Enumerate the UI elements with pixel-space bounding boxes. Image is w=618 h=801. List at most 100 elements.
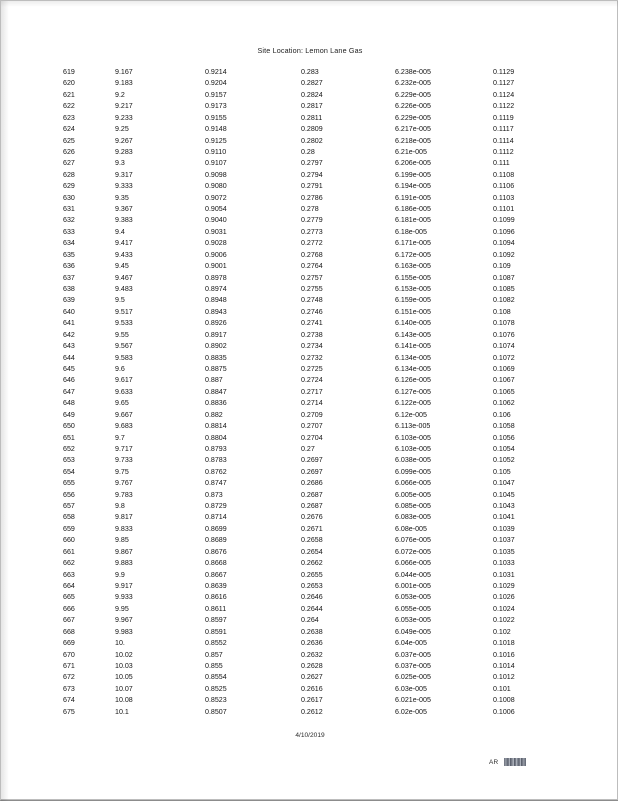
- table-row: 669 10. 0.8552 0.2636 6.04e-005 0.1018: [63, 638, 559, 649]
- table-cell: 9.633: [115, 387, 133, 396]
- table-cell: 6.03e-005: [395, 684, 427, 693]
- table-cell: 665: [63, 593, 75, 602]
- table-row: 652 9.717 0.8793 0.27 6.103e-005 0.1054: [63, 444, 559, 455]
- table-row: 645 9.6 0.8875 0.2725 6.134e-005 0.1069: [63, 364, 559, 375]
- table-cell: 6.127e-005: [395, 387, 431, 396]
- table-cell: 663: [63, 570, 75, 579]
- table-cell: 0.1014: [493, 661, 515, 670]
- table-cell: 0.1074: [493, 342, 515, 351]
- table-cell: 9.767: [115, 479, 133, 488]
- table-cell: 6.072e-005: [395, 547, 431, 556]
- table-row: 646 9.617 0.887 0.2724 6.126e-005 0.1067: [63, 375, 559, 386]
- table-cell: 0.8667: [205, 570, 227, 579]
- table-cell: 6.218e-005: [395, 136, 431, 145]
- table-cell: 6.232e-005: [395, 79, 431, 88]
- table-cell: 0.873: [205, 490, 223, 499]
- table-cell: 0.8974: [205, 285, 227, 294]
- table-row: 675 10.1 0.8507 0.2612 6.02e-005 0.1006: [63, 707, 559, 718]
- scan-edge-shadow-top: [1, 1, 618, 7]
- table-row: 624 9.25 0.9148 0.2809 6.217e-005 0.1117: [63, 124, 559, 135]
- table-cell: 0.2772: [301, 239, 323, 248]
- table-cell: 0.2797: [301, 159, 323, 168]
- table-cell: 0.1033: [493, 559, 515, 568]
- table-cell: 0.1101: [493, 205, 515, 214]
- table-cell: 9.517: [115, 307, 133, 316]
- table-cell: 0.1085: [493, 285, 515, 294]
- table-cell: 0.1024: [493, 604, 515, 613]
- table-cell: 0.2644: [301, 604, 323, 613]
- table-row: 641 9.533 0.8926 0.2741 6.140e-005 0.1078: [63, 318, 559, 329]
- table-cell: 0.1112: [493, 147, 514, 156]
- table-cell: 9.6: [115, 364, 125, 373]
- table-cell: 9.583: [115, 353, 133, 362]
- table-row: 662 9.883 0.8668 0.2662 6.066e-005 0.1033: [63, 558, 559, 569]
- table-cell: 0.2809: [301, 125, 323, 134]
- table-cell: 9.667: [115, 410, 133, 419]
- table-cell: 6.181e-005: [395, 216, 431, 225]
- table-cell: 0.2697: [301, 456, 323, 465]
- table-cell: 619: [63, 68, 75, 76]
- table-cell: 6.103e-005: [395, 444, 431, 453]
- table-cell: 9.3: [115, 159, 125, 168]
- table-row: 636 9.45 0.9001 0.2764 6.163e-005 0.109: [63, 261, 559, 272]
- table-cell: 0.1127: [493, 79, 515, 88]
- table-cell: 6.172e-005: [395, 250, 431, 259]
- table-cell: 658: [63, 513, 75, 522]
- table-cell: 9.65: [115, 399, 129, 408]
- table-cell: 0.1056: [493, 433, 515, 442]
- table-cell: 654: [63, 467, 75, 476]
- table-cell: 9.75: [115, 467, 129, 476]
- table-row: 664 9.917 0.8639 0.2653 6.001e-005 0.1029: [63, 581, 559, 592]
- table-cell: 6.085e-005: [395, 502, 431, 511]
- table-cell: 0.2654: [301, 547, 323, 556]
- table-cell: 6.053e-005: [395, 616, 431, 625]
- table-cell: 6.055e-005: [395, 604, 431, 613]
- table-row: 665 9.933 0.8616 0.2646 6.053e-005 0.1026: [63, 592, 559, 603]
- table-cell: 675: [63, 707, 75, 716]
- table-cell: 652: [63, 444, 75, 453]
- table-cell: 9.467: [115, 273, 133, 282]
- table-row: 639 9.5 0.8948 0.2748 6.159e-005 0.1082: [63, 295, 559, 306]
- table-cell: 0.2709: [301, 410, 323, 419]
- table-cell: 660: [63, 536, 75, 545]
- data-table: 619 9.167 0.9214 0.283 6.238e-005 0.1129 620 9.…: [63, 67, 559, 718]
- table-cell: 0.1012: [493, 673, 515, 682]
- table-cell: 0.8611: [205, 604, 227, 613]
- table-cell: 0.1108: [493, 170, 515, 179]
- table-row: 656 9.783 0.873 0.2687 6.005e-005 0.1045: [63, 490, 559, 501]
- table-cell: 0.1022: [493, 616, 515, 625]
- table-cell: 653: [63, 456, 75, 465]
- table-cell: 0.2738: [301, 330, 323, 339]
- table-cell: 0.1087: [493, 273, 515, 282]
- table-cell: 6.229e-005: [395, 113, 431, 122]
- table-cell: 664: [63, 581, 75, 590]
- table-cell: 6.08e-005: [395, 524, 427, 533]
- table-cell: 0.2779: [301, 216, 323, 225]
- table-cell: 0.2732: [301, 353, 323, 362]
- table-cell: 631: [63, 205, 75, 214]
- table-cell: 668: [63, 627, 75, 636]
- table-cell: 621: [63, 90, 75, 99]
- table-cell: 0.1119: [493, 113, 514, 122]
- table-cell: 0.2817: [301, 102, 323, 111]
- table-cell: 6.140e-005: [395, 319, 431, 328]
- table-cell: 667: [63, 616, 75, 625]
- table-cell: 6.141e-005: [395, 342, 431, 351]
- table-cell: 9.85: [115, 536, 129, 545]
- table-cell: 0.2755: [301, 285, 323, 294]
- table-cell: 0.2707: [301, 422, 323, 431]
- table-row: 632 9.383 0.9040 0.2779 6.181e-005 0.1099: [63, 215, 559, 226]
- table-cell: 0.1026: [493, 593, 515, 602]
- table-cell: 0.2717: [301, 387, 323, 396]
- table-cell: 6.083e-005: [395, 513, 431, 522]
- table-cell: 6.134e-005: [395, 353, 431, 362]
- table-cell: 0.8668: [205, 559, 227, 568]
- table-row: 658 9.817 0.8714 0.2676 6.083e-005 0.1041: [63, 512, 559, 523]
- table-cell: 0.9157: [205, 90, 227, 99]
- table-cell: 0.1047: [493, 479, 515, 488]
- table-cell: 9.283: [115, 147, 133, 156]
- table-cell: 6.163e-005: [395, 262, 431, 271]
- table-cell: 0.2768: [301, 250, 323, 259]
- table-cell: 0.2757: [301, 273, 323, 282]
